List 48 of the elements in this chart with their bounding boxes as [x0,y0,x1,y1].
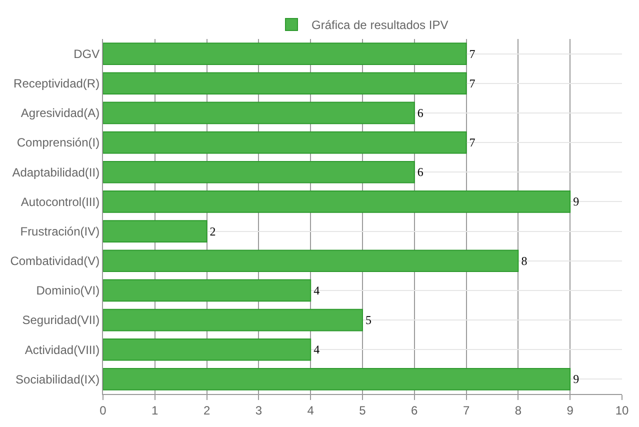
data-label: 9 [573,194,580,209]
bar [103,190,571,213]
y-tick-label: Agresividad(A) [20,106,100,120]
data-label: 2 [210,224,216,238]
bar [103,220,208,242]
y-tick-label: Frustración(IV) [20,224,100,238]
x-tick-label: 10 [615,403,629,418]
x-tick-label: 5 [359,403,366,418]
data-label: 9 [573,372,580,386]
bar [103,102,415,124]
y-tick-label: DGV [74,46,100,61]
x-tick-label: 7 [462,403,470,418]
bar [103,131,467,154]
y-tick-label: Adaptabilidad(II) [12,165,100,180]
data-label: 7 [469,46,476,61]
data-label: 5 [366,313,372,328]
x-tick-label: 9 [566,403,574,418]
data-label: 6 [417,165,424,180]
bar [103,338,312,361]
y-tick-label: Receptividad(R) [14,76,100,91]
x-tick-label: 2 [203,403,210,418]
bar [103,368,571,390]
x-tick-label: 0 [100,403,107,418]
y-tick-label: Seguridad(VII) [22,313,100,328]
bar [103,279,312,302]
y-tick-label: Actividad(VIII) [24,342,100,357]
bar [103,160,415,184]
y-tick-label: Combatividad(V) [10,254,100,268]
y-tick-label: Dominio(VI) [36,284,100,298]
data-label: 7 [469,76,476,90]
bar [103,250,519,272]
data-label: 8 [521,254,528,268]
bar [103,42,467,65]
data-label: 4 [314,342,320,357]
x-tick-label: 6 [411,403,418,418]
data-label: 4 [314,283,320,298]
data-label: 7 [469,136,476,150]
bar [103,308,363,332]
y-tick-label: Autocontrol(III) [20,194,100,209]
bar [103,72,467,95]
x-tick-label: 4 [307,403,314,418]
y-tick-label: Sociabilidad(IX) [16,372,100,386]
x-tick-label: 3 [255,403,262,418]
x-tick-label: 8 [514,403,522,418]
legend-label: Gráfica de resultados IPV [312,18,448,32]
y-tick-label: Comprensión(I) [16,136,100,150]
x-tick-label: 1 [152,403,159,418]
data-label: 6 [417,106,424,120]
